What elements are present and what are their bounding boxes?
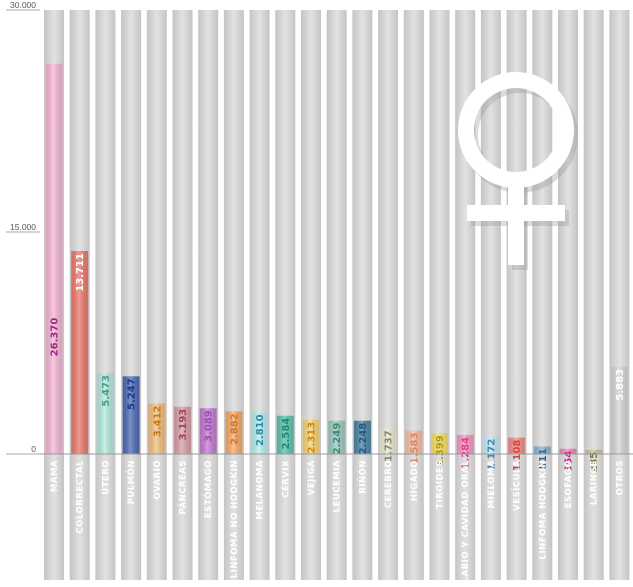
bar-shading <box>302 419 320 454</box>
value-label: 13.711 <box>75 253 86 292</box>
value-label: 3.193 <box>178 409 189 441</box>
value-label: 1.108 <box>512 440 523 472</box>
y-tick-label: 0 <box>31 444 36 454</box>
bar-shading <box>610 366 628 454</box>
value-label: 2.810 <box>255 414 266 446</box>
value-label: 1.284 <box>461 437 472 469</box>
value-label: 511 <box>538 448 549 469</box>
value-labels: 26.370 13.711 5.473 5.247 3.412 3.193 3.089 2.8… <box>50 253 626 473</box>
category-label: OTROS <box>615 460 625 495</box>
value-label: 3.412 <box>152 405 163 437</box>
female-symbol-icon <box>458 72 578 270</box>
value-label: 354 <box>564 451 575 472</box>
category-label: TIROIDES <box>436 460 446 509</box>
bar-shading <box>482 436 500 454</box>
bar-shading <box>585 449 603 454</box>
bar-shading <box>199 408 217 454</box>
bar-shading <box>405 430 423 454</box>
bar-shading <box>276 415 294 454</box>
category-label: MAMA <box>50 460 60 492</box>
bar-shading <box>456 434 474 454</box>
value-label: 26.370 <box>50 318 61 357</box>
value-label: 1.737 <box>384 430 395 462</box>
value-label: 1.399 <box>435 435 446 467</box>
category-label: CEREBRO <box>384 460 394 508</box>
category-label: ESTÓMAGO <box>202 460 214 518</box>
value-label: 2.313 <box>307 422 318 454</box>
bar-track <box>506 10 527 580</box>
bar-shading <box>148 403 166 454</box>
bar-shading <box>508 437 526 454</box>
value-label: 5.473 <box>101 375 112 407</box>
bar-shading <box>431 433 448 454</box>
category-label: OVARIO <box>153 460 163 500</box>
category-label: VESÍCULA <box>511 460 523 511</box>
bar-shading <box>379 428 397 454</box>
value-label: 5.883 <box>615 369 626 401</box>
value-label: 3.089 <box>204 410 215 442</box>
category-label: MIELOMA <box>487 460 497 508</box>
category-label: LARINGE <box>590 460 600 505</box>
bar-shading <box>96 372 114 454</box>
value-label: 2.584 <box>281 418 292 450</box>
bar-shading <box>533 446 551 454</box>
y-axis: 0 15.000 30.000 <box>6 0 633 455</box>
y-tick-label: 15.000 <box>10 222 36 232</box>
bar-shading <box>122 376 140 454</box>
category-label: HÍGADO <box>408 460 420 501</box>
value-label: 2.248 <box>358 423 369 455</box>
bar-track <box>583 10 604 580</box>
category-label: VEJIGA <box>307 460 317 495</box>
value-label: 1.583 <box>409 433 420 465</box>
category-label: LINFOMA NO HODGKIN <box>230 460 240 578</box>
bar-shading <box>71 251 89 454</box>
category-label: PÁNCREAS <box>177 460 189 514</box>
value-label: 2.249 <box>332 423 343 455</box>
value-label: 5.247 <box>127 378 138 410</box>
bar-shading <box>559 448 577 454</box>
bar-shading <box>328 420 346 454</box>
bars <box>45 63 628 454</box>
category-label: LEUCEMIA <box>333 460 343 512</box>
value-label: 285 <box>589 452 600 473</box>
y-tick-label: 30.000 <box>10 0 36 10</box>
category-label: CÉRVIX <box>279 460 291 498</box>
value-label: 2.882 <box>229 413 240 445</box>
bar-shading <box>174 406 191 454</box>
category-label: LINFOMA HODGKIN <box>538 460 548 559</box>
bar-shading <box>45 63 63 454</box>
category-label: LABIO Y CAVIDAD ORAL <box>461 460 471 582</box>
category-label: ÚTERO <box>99 460 111 495</box>
category-label: COLORRECTAL <box>76 460 86 534</box>
bar-track <box>532 10 553 580</box>
bar-shading <box>251 412 269 454</box>
category-label: RIÑÓN <box>356 460 368 494</box>
category-label: PULMÓN <box>125 460 137 504</box>
category-label: ESOFAGO <box>564 460 574 508</box>
category-label: MELANOMA <box>256 460 266 520</box>
bar-shading <box>353 420 371 454</box>
category-labels: MAMA COLORRECTAL ÚTERO PULMÓN OVARIO PÁNCREAS… <box>50 460 625 582</box>
bar-shading <box>225 411 243 454</box>
